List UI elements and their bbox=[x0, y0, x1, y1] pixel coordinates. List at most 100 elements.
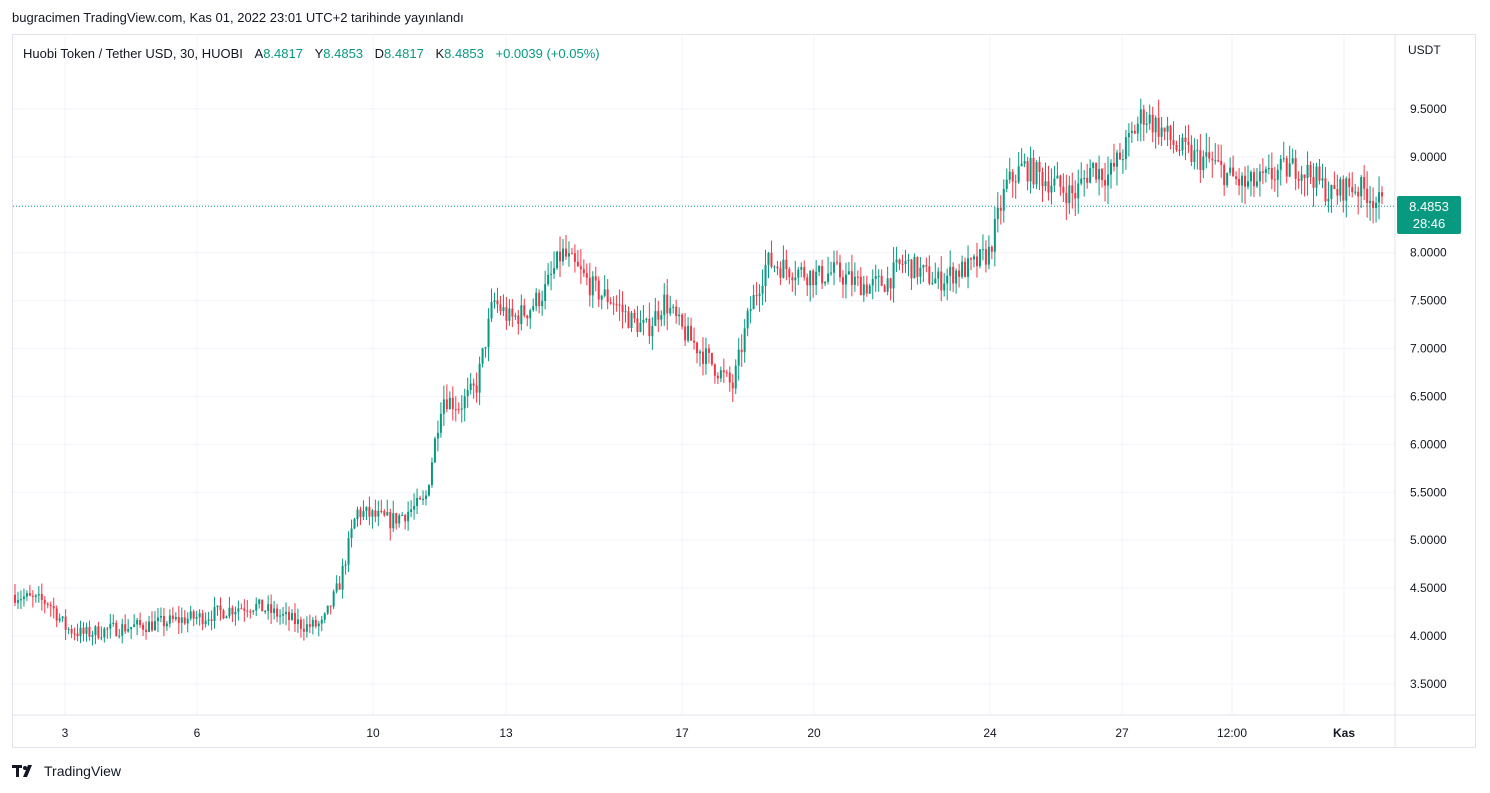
candle bbox=[97, 621, 100, 640]
candle bbox=[836, 250, 838, 266]
candle bbox=[460, 395, 463, 423]
low-value: 8.4817 bbox=[384, 46, 424, 61]
candle bbox=[201, 609, 204, 631]
candle bbox=[1172, 121, 1175, 154]
candle bbox=[14, 584, 16, 607]
candle bbox=[597, 276, 600, 308]
candle bbox=[782, 245, 785, 279]
candle bbox=[1193, 138, 1196, 170]
candle bbox=[821, 259, 824, 290]
candle bbox=[746, 307, 749, 337]
candle bbox=[1232, 155, 1235, 177]
candle bbox=[511, 299, 514, 328]
candle bbox=[1065, 174, 1068, 221]
tradingview-logo[interactable]: TradingView bbox=[12, 763, 121, 779]
candle bbox=[1101, 167, 1104, 188]
candle bbox=[359, 506, 362, 526]
candle bbox=[1282, 141, 1285, 163]
candle bbox=[544, 270, 547, 310]
candle bbox=[1095, 162, 1098, 184]
candle bbox=[838, 254, 841, 283]
candle bbox=[1175, 140, 1178, 152]
candle bbox=[937, 267, 940, 289]
candle bbox=[1026, 156, 1029, 191]
candle bbox=[990, 245, 993, 260]
candle bbox=[1110, 159, 1112, 189]
candle bbox=[1098, 155, 1101, 196]
candle bbox=[767, 251, 770, 279]
candle bbox=[1202, 150, 1205, 179]
candle bbox=[1306, 151, 1309, 196]
candle bbox=[716, 372, 719, 385]
candle bbox=[946, 268, 949, 301]
candle bbox=[207, 611, 210, 626]
candle bbox=[505, 297, 508, 330]
candle bbox=[1318, 159, 1321, 185]
candle bbox=[1351, 172, 1354, 198]
candle bbox=[34, 593, 37, 603]
candle bbox=[1255, 168, 1258, 188]
candle bbox=[794, 260, 797, 296]
candle bbox=[874, 264, 877, 292]
candle bbox=[1208, 136, 1211, 163]
currency-label[interactable]: USDT bbox=[1408, 43, 1441, 57]
candle bbox=[311, 616, 314, 635]
candle bbox=[216, 605, 219, 616]
candle bbox=[1354, 184, 1357, 196]
candle bbox=[180, 607, 183, 634]
candle bbox=[731, 374, 734, 402]
candle bbox=[335, 575, 338, 594]
candle bbox=[922, 264, 925, 283]
candle bbox=[436, 420, 439, 452]
candle bbox=[1178, 135, 1181, 157]
candle bbox=[1032, 149, 1035, 189]
candle bbox=[725, 369, 728, 377]
candle bbox=[46, 601, 49, 609]
candle bbox=[37, 586, 40, 603]
candle bbox=[246, 600, 249, 618]
candle bbox=[186, 612, 189, 633]
candle bbox=[618, 289, 621, 321]
candle bbox=[704, 337, 707, 375]
candle bbox=[320, 615, 323, 632]
candle bbox=[755, 282, 758, 306]
candle bbox=[258, 598, 261, 609]
candle bbox=[520, 294, 523, 331]
candle bbox=[1229, 157, 1232, 176]
candle bbox=[844, 262, 847, 299]
candle bbox=[916, 256, 919, 285]
candle bbox=[389, 508, 392, 541]
candle bbox=[264, 609, 267, 615]
candle bbox=[541, 290, 544, 316]
candle bbox=[329, 605, 332, 615]
candle bbox=[803, 260, 806, 281]
candle bbox=[1181, 133, 1184, 156]
candle bbox=[1378, 176, 1381, 220]
candle bbox=[1270, 152, 1273, 190]
candle bbox=[1369, 186, 1372, 221]
candle bbox=[576, 249, 579, 267]
candle bbox=[308, 614, 311, 634]
candle bbox=[657, 300, 660, 333]
candle bbox=[1187, 124, 1190, 154]
candle bbox=[40, 583, 43, 611]
candle bbox=[987, 235, 990, 270]
candle bbox=[1199, 133, 1202, 183]
candle bbox=[901, 254, 904, 274]
candle bbox=[168, 609, 171, 628]
candle bbox=[886, 266, 889, 296]
y-tick-label: 8.0000 bbox=[1410, 246, 1447, 260]
candle bbox=[591, 271, 594, 309]
candle bbox=[1205, 133, 1208, 169]
candle bbox=[240, 603, 243, 610]
change-value: +0.0039 (+0.05%) bbox=[495, 46, 600, 61]
candle bbox=[1339, 176, 1342, 202]
candle bbox=[964, 257, 967, 278]
candle bbox=[1130, 121, 1133, 143]
candle bbox=[1261, 158, 1264, 185]
close-value: 8.4853 bbox=[444, 46, 484, 61]
candle bbox=[952, 262, 955, 293]
candle bbox=[1336, 174, 1339, 205]
candle bbox=[1041, 167, 1044, 203]
